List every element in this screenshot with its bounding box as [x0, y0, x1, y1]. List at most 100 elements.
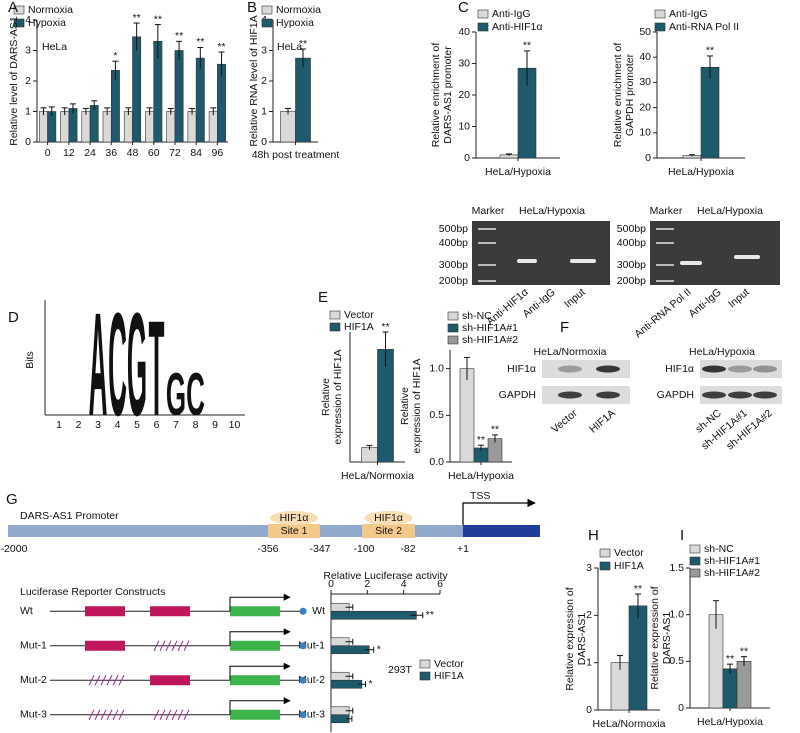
bar: [459, 368, 475, 463]
mutation-hatch: [118, 709, 125, 720]
legend-label: Anti-IgG: [669, 8, 708, 20]
bar: [330, 610, 417, 620]
y-tick-label: 20: [458, 89, 470, 101]
y-tick-label: 40: [639, 51, 651, 63]
bar: [166, 111, 176, 143]
y-tick-label: 3: [586, 562, 592, 574]
error-bar: [91, 100, 98, 110]
y-tick-label: 1.5: [669, 562, 684, 574]
luciferase-box: [230, 709, 280, 720]
x-axis-label: HeLa/Hypoxia: [485, 166, 551, 178]
x-tick-label: 8: [193, 419, 199, 431]
error-bar: [345, 638, 354, 645]
y-axis-label: Relative level of DARS-AS1: [8, 16, 20, 146]
error-bar: [635, 593, 641, 618]
error-bar: [176, 40, 183, 60]
bar: [736, 661, 752, 709]
error-bar: [492, 434, 498, 443]
y-tick-label: 50: [639, 26, 651, 38]
blot: [700, 360, 782, 378]
blot-title: HeLa/Normoxia: [534, 346, 607, 358]
error-bar: [61, 107, 68, 116]
position-label: -347: [309, 543, 330, 555]
position-label: -2000: [1, 543, 28, 555]
mutation-hatch: [153, 709, 160, 720]
error-bar: [345, 707, 354, 714]
significance: **: [299, 38, 307, 50]
y-axis-label: Relative: [399, 387, 411, 425]
motif-letter: T: [149, 293, 165, 444]
y-tick-label: 0.5: [429, 409, 444, 421]
error-bar: [346, 715, 353, 722]
legend-swatch: [654, 9, 666, 19]
significance: **: [133, 12, 141, 24]
y-tick-label: 2: [586, 609, 592, 621]
mutation-hatch: [171, 640, 178, 651]
panel-label: A: [8, 0, 18, 16]
size-label: 400bp: [439, 237, 468, 249]
legend-swatch: [477, 22, 489, 32]
site-label: Site 2: [375, 525, 402, 537]
x-axis-label: HeLa/Hypoxia: [697, 716, 763, 728]
legend-swatch: [654, 22, 666, 32]
panel-label: H: [588, 527, 599, 544]
error-bar: [285, 107, 291, 115]
mutation-hatch: [94, 709, 101, 720]
legend-swatch: [329, 322, 341, 332]
mutation-hatch: [106, 709, 113, 720]
x-tick-label: 0: [45, 147, 51, 159]
motif-letter: A: [89, 283, 108, 447]
error-bar: [506, 153, 512, 156]
size-label: 200bp: [617, 275, 646, 287]
end-dot: [299, 711, 307, 719]
gel-band: [517, 259, 537, 263]
mutation-hatch: [165, 640, 172, 651]
legend-swatch: [689, 568, 701, 578]
legend-swatch: [13, 5, 25, 15]
motif-letter: C: [108, 283, 127, 447]
mutation-hatch: [88, 709, 95, 720]
end-dot: [299, 607, 307, 615]
ladder-band: [478, 280, 496, 282]
bar: [722, 668, 738, 709]
x-tick-label: 96: [212, 147, 224, 159]
site-label: Site 1: [281, 525, 308, 537]
bar: [102, 111, 112, 143]
gel-band: [734, 255, 760, 259]
y-axis-label: Relative enrichment of: [612, 43, 624, 148]
site-cap: [364, 511, 413, 525]
significance: **: [196, 36, 204, 48]
legend-label: sh-HIF1A#2: [704, 567, 760, 579]
tss-label: TSS: [470, 490, 490, 502]
lane-label: Vector: [549, 407, 580, 436]
error-bar: [48, 106, 55, 117]
significance: *: [377, 644, 381, 656]
bar: [295, 57, 311, 143]
site-box: [150, 606, 190, 617]
legend-swatch: [329, 310, 341, 320]
mutation-hatch: [177, 709, 184, 720]
y-tick-label: 1.0: [669, 608, 684, 620]
error-bar: [125, 107, 132, 116]
y-tick-label: 20: [639, 101, 651, 113]
legend-swatch: [599, 561, 611, 571]
legend-swatch: [261, 5, 273, 15]
luciferase-box: [230, 606, 280, 617]
x-axis-label: 48h post treatment: [252, 149, 340, 161]
tss-arrow: [229, 593, 291, 612]
size-label: 200bp: [439, 275, 468, 287]
panel-label: F: [560, 319, 569, 336]
panel-label: I: [680, 527, 684, 544]
y-tick-label: 30: [458, 57, 470, 69]
error-bar: [345, 604, 354, 611]
x-tick-label: 84: [190, 147, 202, 159]
lane-label: Input: [562, 286, 588, 310]
position-label: -356: [257, 543, 278, 555]
size-label: 300bp: [617, 259, 646, 271]
error-bar: [345, 673, 354, 680]
lane-label: Anti-IgG: [686, 286, 723, 320]
error-bar: [300, 48, 306, 68]
gel-band: [570, 259, 596, 263]
legend-swatch: [419, 671, 431, 681]
